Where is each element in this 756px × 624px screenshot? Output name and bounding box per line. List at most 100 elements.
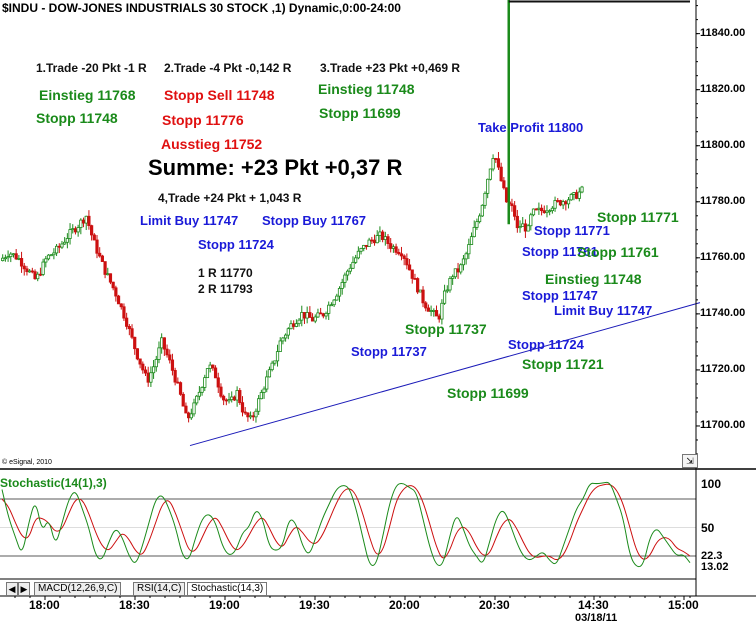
candle-body xyxy=(464,253,468,260)
candle-body xyxy=(413,278,417,280)
y-tick-label: 11740.00 xyxy=(700,306,746,319)
candle-body xyxy=(308,312,312,318)
stoch-tick-label: 22.3 xyxy=(701,550,723,562)
candle-body xyxy=(11,253,16,256)
candle-body xyxy=(1,257,5,262)
tab-scroll-left-button[interactable]: ◀ xyxy=(6,582,18,596)
candle-body xyxy=(494,158,498,160)
candle-body xyxy=(211,364,215,369)
candle-body xyxy=(84,215,88,224)
candle-body xyxy=(248,415,253,418)
tab-rsi[interactable]: RSI(14,C) xyxy=(133,582,186,596)
candle-body xyxy=(486,178,490,194)
stop-11771-blue: Stopp 11771 xyxy=(534,223,610,238)
candle-body xyxy=(424,302,428,309)
candle-body xyxy=(222,395,226,401)
candle-body xyxy=(526,225,530,232)
stochastic-panel xyxy=(0,481,696,568)
candle-body xyxy=(300,312,304,321)
candle-body xyxy=(461,258,466,266)
candle-body xyxy=(138,358,142,365)
candle-body xyxy=(332,299,336,306)
candle-body xyxy=(122,306,126,319)
candle-body xyxy=(81,219,86,224)
candle-body xyxy=(348,267,352,272)
candle-body xyxy=(451,276,455,279)
trade1-header: 1.Trade -20 Pkt -1 R xyxy=(36,61,147,75)
candle-body xyxy=(41,261,45,275)
candle-body xyxy=(275,351,280,362)
candle-body xyxy=(162,337,166,350)
candle-body xyxy=(502,180,506,189)
stop-buy-label: Stopp Buy 11767 xyxy=(262,213,367,228)
candle-body xyxy=(22,265,26,270)
x-tick-label: 18:00 xyxy=(29,598,60,612)
candle-body xyxy=(38,273,43,276)
candle-body xyxy=(575,192,579,199)
candle-body xyxy=(168,354,172,361)
candle-body xyxy=(381,231,385,240)
candle-body xyxy=(208,364,212,369)
candle-body xyxy=(33,271,37,280)
candle-body xyxy=(572,192,576,195)
candle-body xyxy=(146,372,150,383)
candle-body xyxy=(335,295,339,301)
candle-body xyxy=(292,323,296,327)
candle-body xyxy=(561,201,565,206)
candle-body xyxy=(480,204,484,217)
candle-body xyxy=(518,226,522,229)
entry-11748-label: Einstieg 11748 xyxy=(545,271,642,287)
trendline xyxy=(189,302,701,447)
trade3-header: 3.Trade +23 Pkt +0,469 R xyxy=(320,61,461,75)
stop-11747-label: Stopp 11747 xyxy=(522,288,598,303)
candle-body xyxy=(284,334,288,339)
resize-handle-icon[interactable]: ⇲ xyxy=(682,454,698,468)
candle-body xyxy=(111,281,115,289)
stop-11761-green: Stopp 11761 xyxy=(577,244,659,260)
candle-body xyxy=(566,199,571,205)
candle-body xyxy=(488,168,492,180)
candle-body xyxy=(537,207,541,210)
stop-11761-blue: Stopp 11761 xyxy=(522,244,598,259)
candle-body xyxy=(491,158,495,170)
candle-body xyxy=(71,228,75,231)
candle-body xyxy=(165,348,169,356)
tab-scroll-right-button[interactable]: ▶ xyxy=(18,582,30,596)
candle-body xyxy=(92,234,96,241)
candle-body xyxy=(203,377,207,388)
x-tick-label: 15:00 xyxy=(668,598,699,612)
candle-body xyxy=(302,312,307,319)
candle-body xyxy=(127,326,131,330)
candle-body xyxy=(564,201,568,205)
candle-body xyxy=(372,239,377,244)
candle-body xyxy=(456,268,460,273)
candle-body xyxy=(257,398,261,412)
candle-body xyxy=(235,390,239,401)
candle-body xyxy=(259,392,263,400)
candle-body xyxy=(515,215,519,229)
candle-body xyxy=(345,270,350,276)
trade3-stop: Stopp 11699 xyxy=(319,105,401,121)
candle-body xyxy=(504,187,509,203)
candle-body xyxy=(437,315,441,320)
x-tick-label: 19:30 xyxy=(299,598,330,612)
candle-body xyxy=(499,166,503,182)
candle-body xyxy=(65,238,69,243)
candle-body xyxy=(378,231,382,236)
x-tick-label: 19:00 xyxy=(209,598,240,612)
candle-body xyxy=(170,359,175,371)
candle-body xyxy=(407,264,412,271)
tab-stochastic[interactable]: Stochastic(14,3) xyxy=(187,582,268,596)
candle-body xyxy=(17,258,21,260)
candle-body xyxy=(472,226,476,238)
candle-body xyxy=(329,304,334,307)
candle-body xyxy=(76,227,80,233)
candle-body xyxy=(106,273,110,276)
candle-body xyxy=(73,228,78,233)
candle-body xyxy=(79,219,83,228)
tab-macd[interactable]: MACD(12,26,9,C) xyxy=(34,582,122,596)
candle-body xyxy=(286,328,290,336)
candle-body xyxy=(278,340,282,352)
candle-body xyxy=(60,243,64,248)
candle-body xyxy=(178,382,183,395)
